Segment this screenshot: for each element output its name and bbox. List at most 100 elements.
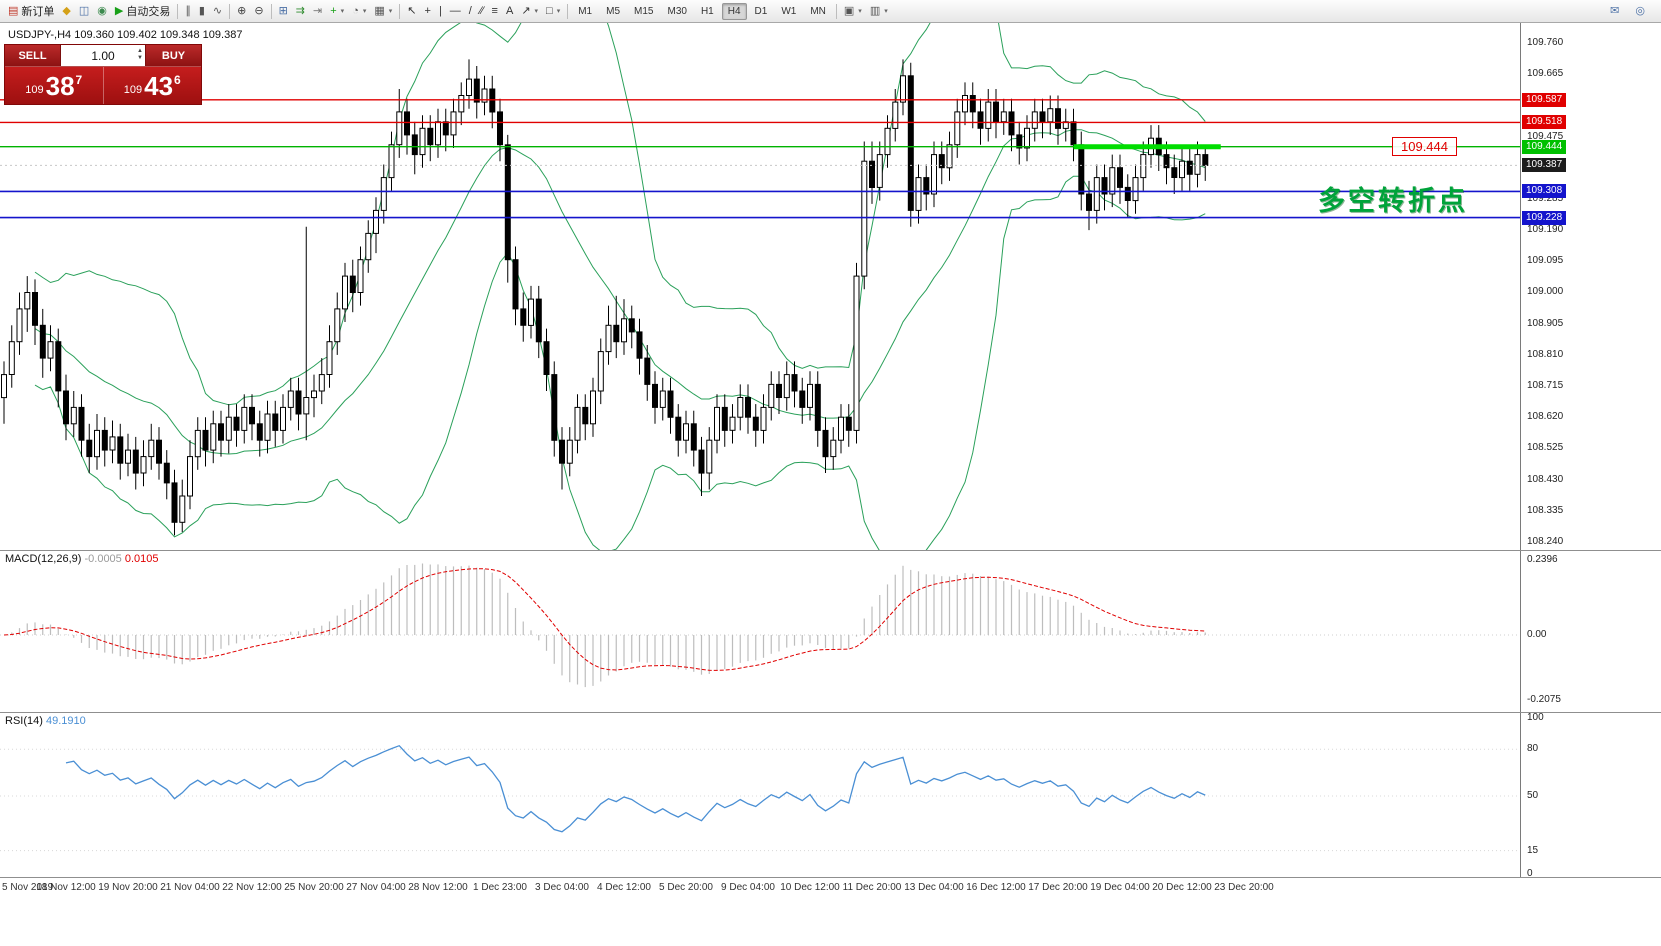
time-axis-label: 19 Dec 04:00: [1090, 882, 1150, 893]
toolbar-main-group: ▤ 新订单 ◆ ◫ ◉ ▶ 自动交易 ∥ ▮ ∿ ⊕ ⊖ ⊞ ⇉ ⇥ + ▾ ◔ ▾ ▦ ▾ ↖ + | — / ∕∕ ≡ A ↗ ▾ □ ▾ M…: [4, 0, 892, 22]
dropdown-caret-icon: ▾: [556, 8, 561, 15]
zoom-out-icon[interactable]: ⊖: [250, 2, 267, 21]
macd-scale-label: 0.00: [1527, 629, 1547, 640]
rsi-label: RSI(14) 49.1910: [5, 715, 86, 727]
tf-h1[interactable]: H1: [700, 5, 714, 17]
tf-w1[interactable]: W1: [781, 5, 797, 17]
buy-price-box[interactable]: 109 43 6: [102, 67, 201, 104]
market-watch-icon[interactable]: ◆: [58, 2, 74, 21]
price-tag: 109.587: [1522, 93, 1567, 107]
text-label-icon[interactable]: A: [502, 2, 517, 21]
rsi-value: 49.1910: [45, 715, 86, 727]
toolbar-separator: [399, 3, 401, 19]
crosshair-icon: +: [424, 4, 431, 17]
buy-button[interactable]: BUY: [146, 45, 201, 66]
rsi-panel[interactable]: [0, 712, 1520, 876]
line-chart-icon[interactable]: ∿: [209, 2, 226, 21]
auto-trading-button[interactable]: ▶ 自动交易: [111, 2, 174, 21]
tf-m15[interactable]: M15: [634, 5, 654, 17]
price-tick-label: 108.620: [1527, 411, 1564, 422]
price-tick-label: 108.335: [1527, 505, 1564, 516]
price-chart[interactable]: [0, 23, 1520, 550]
macd-signal-value: 0.0105: [124, 553, 159, 565]
price-level-label[interactable]: 109.444: [1392, 137, 1457, 156]
spinner-down-icon[interactable]: ▼: [137, 55, 143, 61]
tile-windows-icon: ⊞: [278, 4, 288, 17]
periods-icon: ◔: [352, 4, 359, 17]
indicators-icon[interactable]: + ▾: [326, 2, 348, 21]
chart-profiles-icon[interactable]: ▥ ▾: [866, 2, 892, 21]
arrows-icon[interactable]: ↗ ▾: [517, 2, 542, 21]
shapes-icon[interactable]: □ ▾: [542, 2, 564, 21]
search-icon[interactable]: ◎: [1631, 2, 1649, 21]
rsi-scale-label: 15: [1527, 845, 1539, 856]
symbol-info: USDJPY-,H4 109.360 109.402 109.348 109.3…: [8, 29, 243, 41]
candlestick-chart-icon: ▮: [198, 4, 205, 17]
one-click-trading-panel: SELL 1.00 ▲ ▼ BUY 109 38 7 109 43 6: [4, 44, 202, 105]
horizontal-line-icon[interactable]: —: [446, 2, 465, 21]
fibonacci-icon: ≡: [491, 4, 498, 17]
sell-price-prefix: 109: [25, 83, 44, 96]
time-axis-label: 19 Nov 20:00: [98, 882, 158, 893]
time-axis-label: 22 Nov 12:00: [222, 882, 282, 893]
auto-scroll-icon[interactable]: ⇉: [292, 2, 309, 21]
chart-shift-icon: ⇥: [313, 4, 323, 17]
time-axis-label: 18 Nov 12:00: [36, 882, 96, 893]
dropdown-caret-icon: ▾: [858, 8, 862, 15]
navigator-icon[interactable]: ◫: [75, 2, 93, 21]
volume-value: 1.00: [91, 48, 115, 63]
candlestick-chart-icon[interactable]: ▮: [195, 2, 209, 21]
time-axis-label: 20 Dec 12:00: [1152, 882, 1212, 893]
indicators-icon: +: [330, 4, 337, 17]
sell-price-pip: 7: [75, 72, 83, 87]
shapes-icon: □: [546, 4, 553, 17]
bar-chart-icon[interactable]: ∥: [181, 2, 195, 21]
cursor-icon[interactable]: ↖: [403, 2, 420, 21]
volume-input[interactable]: 1.00 ▲ ▼: [60, 45, 146, 66]
macd-panel[interactable]: [0, 550, 1520, 712]
tf-d1[interactable]: D1: [754, 5, 768, 17]
channel-icon[interactable]: ∕∕: [476, 2, 488, 21]
tf-m5[interactable]: M5: [606, 5, 621, 17]
tf-mn[interactable]: MN: [810, 5, 826, 17]
chart-shift-icon[interactable]: ⇥: [309, 2, 326, 21]
community-chat-icon[interactable]: ✉: [1606, 2, 1623, 21]
line-chart-icon: ∿: [212, 4, 223, 17]
templates-icon[interactable]: ▦ ▾: [370, 2, 396, 21]
time-axis-label: 5 Dec 20:00: [659, 882, 713, 893]
price-tick-label: 109.000: [1527, 286, 1564, 297]
fibonacci-icon[interactable]: ≡: [488, 2, 502, 21]
time-axis-label: 25 Nov 20:00: [284, 882, 344, 893]
terminal-icon[interactable]: ◉: [93, 2, 111, 21]
time-axis-label: 13 Dec 04:00: [904, 882, 964, 893]
buy-price-prefix: 109: [123, 83, 143, 96]
tf-m30[interactable]: M30: [667, 5, 687, 17]
turning-point-annotation[interactable]: 多空转折点: [1318, 186, 1468, 216]
tf-m1[interactable]: M1: [578, 5, 593, 17]
macd-panel-divider[interactable]: [0, 550, 1661, 551]
vertical-line-icon[interactable]: |: [435, 2, 446, 21]
time-axis-label: 16 Dec 12:00: [966, 882, 1026, 893]
time-axis-label: 28 Nov 12:00: [408, 882, 468, 893]
price-axis[interactable]: 109.760109.665109.570109.475109.285109.1…: [1520, 23, 1661, 879]
time-axis-label: 10 Dec 12:00: [780, 882, 840, 893]
sell-button[interactable]: SELL: [5, 45, 60, 66]
spinner-up-icon[interactable]: ▲: [137, 48, 143, 54]
bar-chart-icon: ∥: [185, 4, 191, 17]
rsi-panel-divider[interactable]: [0, 712, 1661, 713]
price-tick-label: 109.095: [1527, 255, 1564, 266]
zoom-in-icon[interactable]: ⊕: [233, 2, 250, 21]
periods-icon[interactable]: ◔ ▾: [348, 2, 370, 21]
price-tag: 109.308: [1522, 184, 1567, 198]
time-axis[interactable]: 5 Nov 2019 18 Nov 12:00 19 Nov 20:00 21 Nov…: [0, 878, 1661, 902]
toolbar-separator: [567, 3, 569, 19]
tile-windows-icon[interactable]: ⊞: [275, 2, 292, 21]
tf-h4[interactable]: H4: [721, 2, 747, 20]
market-watch-icon: ◆: [62, 4, 71, 17]
crosshair-icon[interactable]: +: [421, 2, 435, 21]
trendline-icon[interactable]: /: [465, 2, 476, 21]
volume-spinner[interactable]: ▲ ▼: [137, 48, 143, 61]
new-chart-icon[interactable]: ▣ ▾: [840, 2, 866, 21]
new-order-button[interactable]: ▤ 新订单: [4, 2, 58, 21]
sell-price-box[interactable]: 109 38 7: [5, 67, 103, 104]
